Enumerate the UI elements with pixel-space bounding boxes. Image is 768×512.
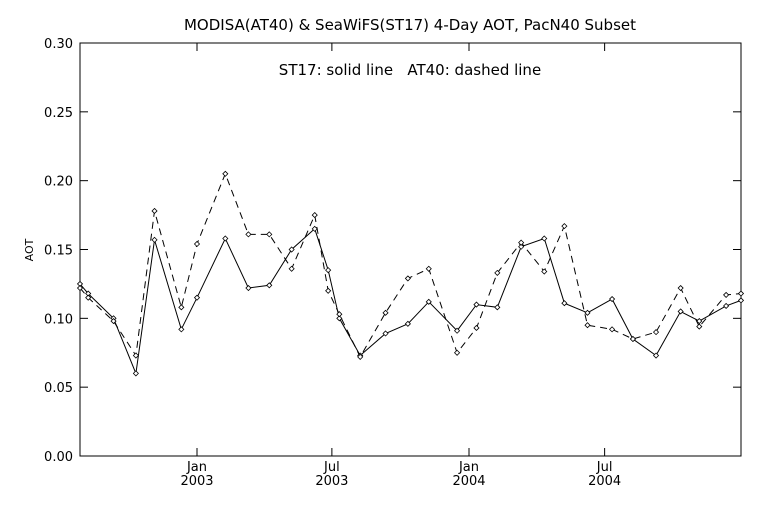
data-point-st17 — [382, 330, 389, 337]
data-point-at40 — [737, 290, 745, 297]
data-point-st17 — [193, 294, 201, 301]
data-point-st17 — [584, 309, 591, 316]
x-tick-label-month: Jul — [323, 460, 340, 475]
y-tick-label: 0.30 — [44, 37, 73, 52]
series-line-at40 — [79, 172, 742, 358]
data-point-at40 — [76, 284, 84, 292]
data-point-st17 — [723, 302, 730, 310]
data-point-at40 — [541, 268, 548, 275]
data-point-st17 — [652, 352, 660, 359]
data-point-at40 — [311, 212, 318, 219]
data-point-st17 — [325, 267, 332, 274]
x-tick-label-year: 2004 — [452, 474, 485, 489]
data-point-at40 — [178, 304, 185, 311]
data-point-at40 — [357, 353, 364, 360]
data-point-st17 — [266, 282, 273, 289]
x-tick-label-month: Jul — [596, 460, 613, 475]
data-point-st17 — [518, 243, 525, 250]
data-point-st17 — [404, 320, 411, 327]
data-point-st17 — [541, 235, 548, 242]
data-point-st17 — [494, 304, 501, 311]
data-point-at40 — [85, 294, 92, 301]
data-point-st17 — [425, 298, 432, 305]
y-tick-label: 0.10 — [44, 312, 73, 327]
data-point-at40 — [193, 240, 201, 248]
data-point-at40 — [609, 326, 616, 333]
y-tick-label: 0.20 — [44, 175, 73, 190]
data-point-at40 — [723, 291, 730, 298]
data-point-at40 — [696, 323, 703, 330]
data-point-at40 — [404, 275, 411, 282]
data-point-at40 — [151, 207, 158, 215]
data-point-at40 — [336, 311, 343, 318]
data-point-at40 — [266, 231, 273, 238]
chart-title: MODISA(AT40) & SeaWiFS(ST17) 4-Day AOT, … — [184, 16, 636, 34]
series-layer — [76, 170, 745, 377]
data-point-st17 — [737, 297, 745, 304]
x-tick-label-year: 2004 — [588, 474, 621, 489]
data-point-at40 — [584, 322, 591, 329]
data-point-st17 — [245, 284, 252, 292]
data-point-st17 — [561, 300, 568, 307]
data-point-at40 — [629, 335, 637, 343]
data-point-at40 — [473, 324, 480, 332]
data-point-at40 — [288, 265, 295, 272]
axes-layer: 0.000.050.100.150.200.250.30Jan2003Jul20… — [44, 37, 741, 489]
data-point-at40 — [561, 223, 568, 230]
data-point-at40 — [425, 265, 432, 272]
plot-frame — [79, 42, 742, 457]
y-tick-label: 0.05 — [44, 381, 73, 396]
data-point-at40 — [494, 269, 501, 276]
data-point-at40 — [454, 349, 461, 356]
series-line-st17 — [79, 227, 742, 376]
data-point-st17 — [609, 295, 616, 303]
x-tick-label-year: 2003 — [315, 474, 348, 489]
data-point-at40 — [652, 329, 660, 336]
data-point-at40 — [518, 239, 525, 246]
data-point-at40 — [222, 170, 229, 177]
data-point-st17 — [132, 370, 139, 377]
y-tick-label: 0.15 — [44, 244, 73, 259]
y-tick-label: 0.00 — [44, 450, 73, 465]
data-point-at40 — [245, 231, 252, 238]
data-point-st17 — [311, 225, 318, 232]
data-point-st17 — [288, 246, 295, 253]
data-point-st17 — [222, 235, 229, 242]
legend-annotation: ST17: solid line AT40: dashed line — [279, 61, 541, 79]
data-point-at40 — [132, 352, 139, 359]
x-tick-label-month: Jan — [458, 460, 479, 475]
data-point-st17 — [473, 301, 480, 308]
x-tick-label-year: 2003 — [180, 474, 213, 489]
y-axis-label: AOT — [23, 238, 36, 261]
data-point-at40 — [110, 318, 117, 325]
x-tick-label-month: Jan — [186, 460, 207, 475]
y-tick-label: 0.25 — [44, 106, 73, 121]
data-point-at40 — [325, 287, 332, 294]
data-point-st17 — [336, 315, 343, 322]
data-point-st17 — [178, 326, 185, 333]
data-point-at40 — [677, 284, 684, 292]
data-point-st17 — [454, 327, 461, 334]
data-point-st17 — [151, 236, 158, 243]
data-point-st17 — [677, 308, 684, 315]
data-point-at40 — [382, 309, 389, 316]
